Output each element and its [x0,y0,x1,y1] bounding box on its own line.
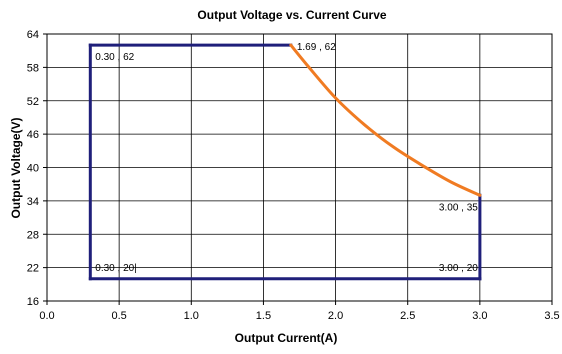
x-tick-label: 1.0 [184,310,199,322]
y-tick-label: 58 [27,62,39,74]
y-tick-label: 52 [27,96,39,108]
y-axis-label: Output Voltage(V) [9,117,23,218]
point-annotation: 3.00 , 35 [439,202,478,213]
x-tick-label: 1.5 [256,310,271,322]
y-tick-label: 28 [27,229,39,241]
y-tick-label: 16 [27,296,39,308]
power-curve-line [289,43,482,197]
point-annotation: 0.30 , 62 [95,52,134,63]
y-tick-label: 64 [27,29,39,41]
x-axis-label: Output Current(A) [235,331,338,345]
y-tick-label: 34 [27,196,39,208]
x-tick-label: 0.0 [39,310,54,322]
x-tick-label: 3.0 [472,310,487,322]
y-tick-label: 22 [27,263,39,275]
x-tick-label: 2.0 [328,310,343,322]
x-tick-label: 0.5 [111,310,126,322]
y-tick-label: 40 [27,163,39,175]
chart-title: Output Voltage vs. Current Curve [197,8,386,22]
x-tick-label: 3.5 [544,310,559,322]
point-annotation: 3.00 , 20 [439,263,478,274]
y-tick-label: 46 [27,129,39,141]
point-annotation: 0.30 , 20| [95,263,137,274]
plot-area: 0.0 0.5 1.0 1.5 2.0 2.5 3.0 3.5 16 22 28 34 40 46 52 58… [27,29,560,322]
x-tick-label: 2.5 [400,310,415,322]
point-annotation: 1.69 , 62 [297,42,336,53]
